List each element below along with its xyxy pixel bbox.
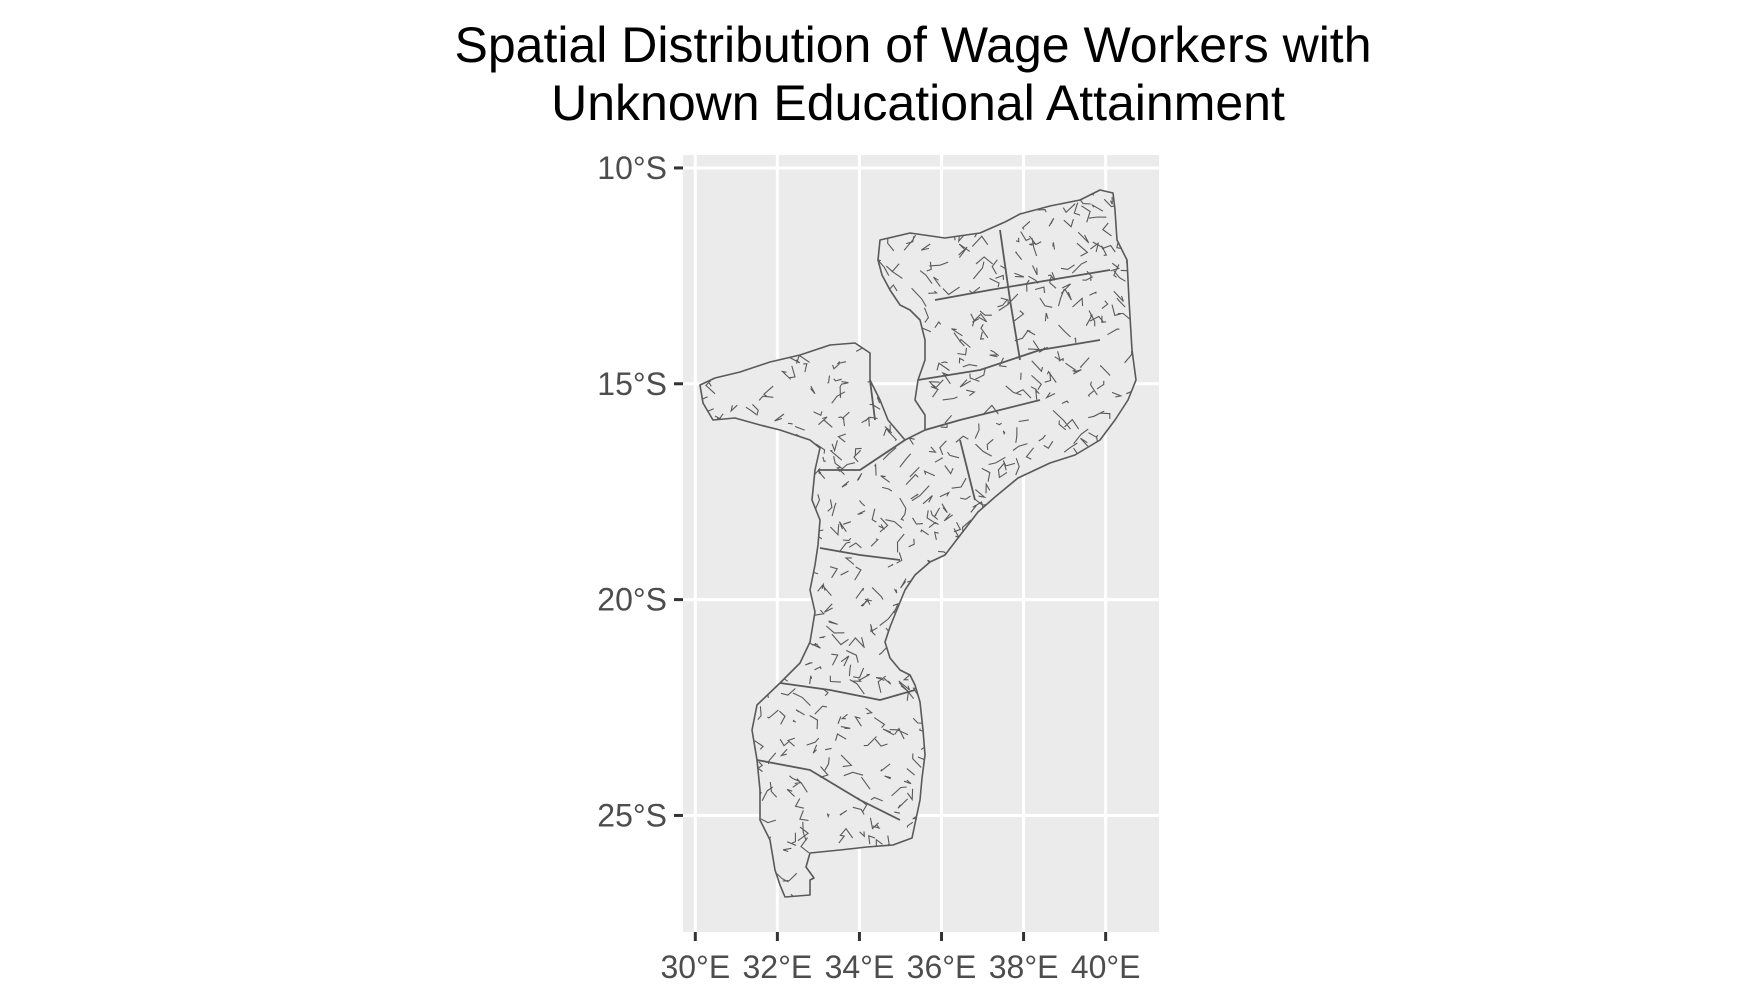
chart-title-line-2: Unknown Educational Attainment (551, 75, 1285, 131)
y-axis: 10°S 15°S 20°S 25°S (597, 150, 683, 833)
y-tick-label: 10°S (597, 150, 667, 186)
mozambique-outline (699, 189, 1137, 898)
province-borders (756, 229, 1111, 821)
y-tick-label: 15°S (597, 366, 667, 402)
y-tick-label: 25°S (597, 797, 667, 833)
x-tick-label: 32°E (743, 949, 813, 985)
x-tick-label: 36°E (907, 949, 977, 985)
x-tick-label: 34°E (825, 949, 895, 985)
y-tick-label: 20°S (597, 582, 667, 618)
x-tick-label: 40°E (1071, 949, 1141, 985)
x-tick-label: 30°E (660, 949, 730, 985)
x-axis: 30°E 32°E 34°E 36°E 38°E 40°E (660, 932, 1141, 985)
x-tick-label: 38°E (989, 949, 1059, 985)
chart-title-line-1: Spatial Distribution of Wage Workers wit… (454, 17, 1371, 73)
